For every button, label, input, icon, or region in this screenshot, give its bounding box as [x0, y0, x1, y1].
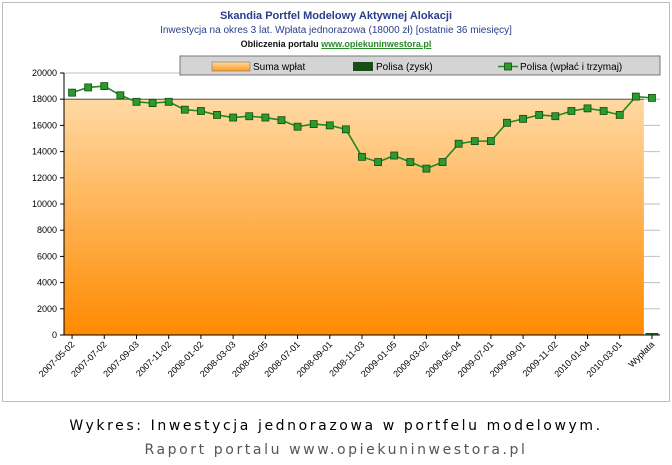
credit-link[interactable]: www.opiekuninwestora.pl [321, 39, 432, 49]
legend: Suma wpłat Polisa (zysk) Polisa (wpłać i t… [179, 55, 661, 76]
marker-point-4 [132, 97, 141, 106]
marker-point-33 [599, 107, 608, 115]
bar-zysk-36 [645, 333, 659, 335]
marker-point-27 [503, 118, 511, 127]
marker-point-1 [84, 83, 93, 92]
legend-label-0: Suma wpłat [253, 62, 305, 73]
marker-point-12 [261, 113, 270, 122]
marker-point-34 [615, 111, 624, 119]
legend-swatch-polisa-zysk [353, 62, 373, 71]
y-tick-label-9: 18000 [32, 94, 57, 104]
marker-point-32 [583, 104, 592, 113]
marker-point-9 [213, 111, 221, 119]
marker-point-6 [164, 97, 173, 106]
y-tick-label-7: 14000 [32, 147, 57, 157]
marker-point-13 [277, 116, 286, 125]
marker-point-14 [293, 122, 302, 131]
marker-point-28 [519, 114, 527, 123]
y-tick-label-5: 10000 [32, 199, 57, 209]
line-series [68, 82, 656, 173]
marker-point-21 [406, 158, 415, 166]
marker-point-18 [358, 152, 366, 161]
legend-label-1: Polisa (zysk) [376, 62, 433, 73]
marker-point-7 [180, 105, 189, 114]
legend-swatch-polisa-marker [504, 62, 512, 71]
y-tick-label-3: 6000 [37, 251, 57, 261]
figure-source: Raport portalu www.opiekuninwestora.pl [144, 442, 528, 458]
y-tick-label-6: 12000 [32, 173, 57, 183]
marker-point-10 [229, 113, 238, 122]
x-tick-label-36: Wypłata [626, 339, 656, 369]
marker-point-23 [438, 158, 447, 166]
y-tick-label-1: 2000 [37, 304, 57, 314]
marker-point-11 [245, 112, 254, 121]
y-tick-label-10: 20000 [32, 68, 57, 78]
legend-swatch-suma-wplat [211, 61, 251, 72]
y-tick-label-8: 16000 [32, 120, 57, 130]
y-tick-label-4: 8000 [37, 225, 57, 235]
marker-point-25 [470, 137, 479, 146]
credit-prefix: Obliczenia portalu [240, 39, 319, 49]
legend-label-2: Polisa (wpłać i trzymaj) [520, 62, 622, 73]
marker-point-15 [309, 120, 318, 128]
chart-subtitle: Inwestycja na okres 3 lat. Wpłata jednor… [160, 25, 512, 36]
marker-point-0 [68, 88, 76, 97]
area-series [64, 98, 644, 335]
marker-point-17 [341, 125, 350, 134]
chart-title: Skandia Portfel Modelowy Aktywnej Alokac… [219, 10, 453, 22]
marker-point-35 [631, 92, 640, 101]
marker-point-19 [374, 158, 383, 166]
marker-point-26 [486, 137, 495, 146]
figure-caption: Wykres: Inwestycja jednorazowa w portfel… [69, 418, 603, 434]
marker-point-22 [422, 164, 431, 173]
area-suma-wplat [64, 99, 644, 335]
marker-point-24 [454, 139, 463, 148]
marker-point-29 [535, 111, 544, 119]
chart-svg: 0 2000 4000 6000 8000 10000 12000 14000 16000 180… [32, 55, 661, 379]
marker-point-16 [325, 121, 334, 130]
marker-point-8 [197, 107, 205, 115]
bar-series [645, 333, 659, 335]
marker-point-31 [567, 107, 576, 115]
marker-point-36 [648, 93, 656, 102]
chart-credit: Obliczenia portalu www.opiekuninwestora.… [0, 39, 672, 49]
marker-point-3 [116, 91, 125, 100]
y-axis-ticks: 0 2000 4000 6000 8000 10000 12000 14000 16000 180… [32, 68, 64, 340]
marker-point-5 [148, 99, 157, 108]
marker-point-2 [100, 82, 109, 90]
legend-box [179, 55, 661, 76]
x-axis-ticks: 2007-05-022007-07-022007-09-032007-11-02… [37, 335, 656, 379]
marker-point-30 [551, 112, 560, 121]
y-tick-label-0: 0 [52, 330, 57, 340]
marker-point-20 [390, 151, 399, 160]
y-tick-label-2: 4000 [37, 278, 57, 288]
